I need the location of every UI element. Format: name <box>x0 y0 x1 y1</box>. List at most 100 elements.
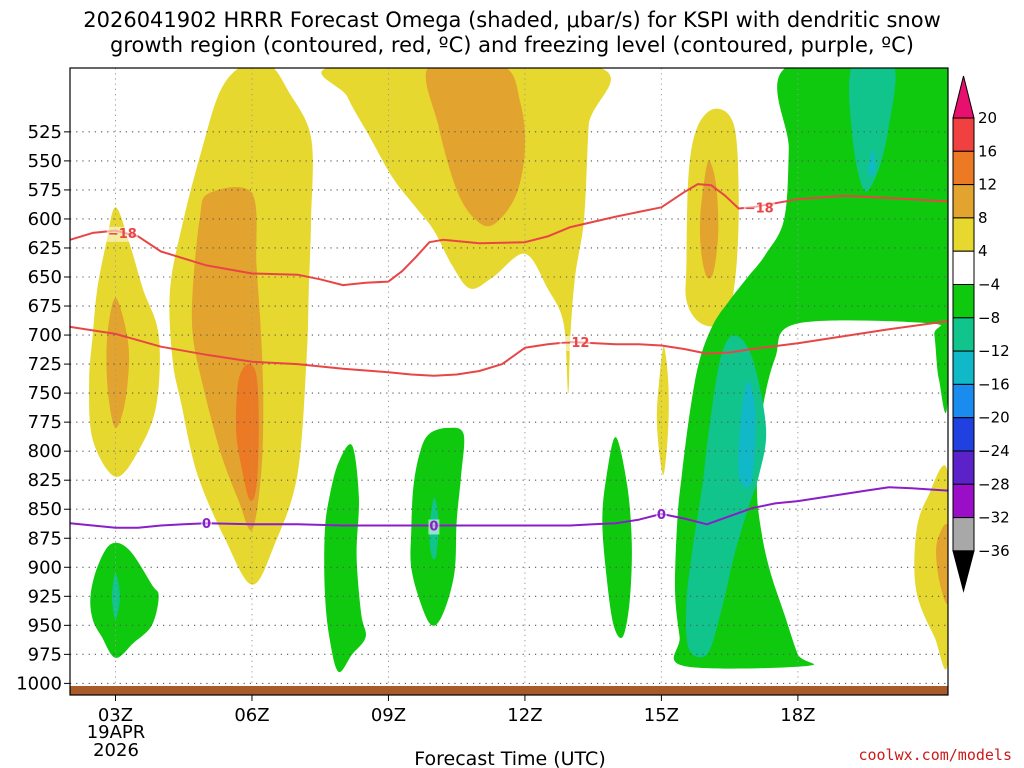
terrain-bar <box>70 686 948 695</box>
colorbar-arrow-top <box>952 75 975 119</box>
omega-region-up-06z-core <box>235 363 259 502</box>
y-tick-label-700: 700 <box>28 325 62 346</box>
colorbar-label-4: 4 <box>978 242 988 260</box>
colorbar-label-0: 20 <box>978 109 997 127</box>
colorbar-bin-12 <box>952 483 975 519</box>
colorbar-bin-7 <box>952 317 975 352</box>
contour-label-0: −18 <box>108 227 137 242</box>
colorbar-label-7: −12 <box>978 342 1010 360</box>
colorbar-label-10: −24 <box>978 442 1010 460</box>
y-tick-label-725: 725 <box>28 354 62 375</box>
contour-label-3: 0 <box>202 517 211 532</box>
colorbar-bin-4 <box>952 217 975 252</box>
contour-freezing-level-0 <box>70 486 948 529</box>
y-tick-label-575: 575 <box>28 180 62 201</box>
y-tick-label-825: 825 <box>28 470 62 491</box>
colorbar-label-8: −16 <box>978 375 1010 393</box>
omega-region-up-10z <box>321 68 611 394</box>
x-axis: 03Z 06Z 09Z 12Z 15Z 18Z <box>98 695 816 726</box>
colorbar-label-9: −20 <box>978 409 1010 427</box>
contour-label-bg-5 <box>655 507 667 523</box>
colorbar-label-2: 12 <box>978 176 997 194</box>
y-axis: 525 550 575 600 625 650 675 700 725 750 775 800 825 8… <box>16 122 70 694</box>
colorbar-bin-1 <box>952 117 975 152</box>
contour-isotherm-minus-18 <box>70 183 948 287</box>
omega-region-up-16z-core <box>699 160 719 279</box>
omega-region-down-19z-teal <box>849 68 896 192</box>
omega-region-down-08z <box>324 444 367 673</box>
chart-title-line2: growth region (contoured, red, ºC) and f… <box>110 33 914 57</box>
contour-layer: −18 −18 −12 0 0 0 <box>70 183 948 535</box>
contour-label-5: 0 <box>657 508 666 523</box>
colorbar-bin-9 <box>952 383 975 419</box>
y-tick-label-900: 900 <box>28 557 62 578</box>
omega-region-up-21z <box>914 465 948 670</box>
omega-region-down-03z <box>90 542 159 658</box>
y-tick-label-550: 550 <box>28 151 62 172</box>
credit-text: coolwx.com/models <box>858 746 1012 764</box>
colorbar-bin-11 <box>952 450 975 485</box>
colorbar-label-13: −36 <box>978 542 1010 560</box>
colorbar-bin-8 <box>952 350 975 385</box>
y-tick-label-675: 675 <box>28 296 62 317</box>
colorbar-label-1: 16 <box>978 142 997 160</box>
contour-label-bg-1 <box>743 201 775 217</box>
x-tick-label-03Z: 03Z <box>98 705 133 726</box>
y-tick-label-600: 600 <box>28 209 62 230</box>
x-tick-label-18Z: 18Z <box>780 705 815 726</box>
omega-region-up-10z-core <box>425 68 526 227</box>
chart-title-line1: 2026041902 HRRR Forecast Omega (shaded, … <box>83 8 941 32</box>
x-tick-label-12Z: 12Z <box>507 705 542 726</box>
y-tick-label-650: 650 <box>28 267 62 288</box>
x-tick-label-09Z: 09Z <box>371 705 406 726</box>
omega-region-up-03z-core <box>106 297 130 428</box>
x-axis-label: Forecast Time (UTC) <box>414 748 605 768</box>
colorbar-bin-3 <box>952 184 975 219</box>
omega-region-down-17z-cyan <box>738 381 756 488</box>
y-tick-label-1000: 1000 <box>16 673 62 694</box>
y-tick-label-850: 850 <box>28 499 62 520</box>
omega-region-down-14z <box>602 437 632 639</box>
contour-label-bg-2 <box>559 336 591 352</box>
colorbar-label-11: −28 <box>978 475 1010 493</box>
omega-region-up-21z-core <box>936 524 948 604</box>
contour-label-2: −12 <box>560 336 589 351</box>
grid-layer <box>70 68 948 695</box>
colorbar-label-12: −32 <box>978 509 1010 527</box>
omega-shading-layer <box>89 68 948 673</box>
plot-frame <box>69 67 949 696</box>
y-tick-label-800: 800 <box>28 441 62 462</box>
contour-label-bg-3 <box>200 517 213 533</box>
contour-label-4: 0 <box>429 519 438 534</box>
contour-label-bg-4 <box>428 519 440 535</box>
colorbar-bin-13 <box>952 517 975 552</box>
colorbar-bin-2 <box>952 150 975 186</box>
x-tick-label-06Z: 06Z <box>234 705 269 726</box>
y-tick-label-950: 950 <box>28 615 62 636</box>
colorbar-arrow-bottom <box>952 550 975 593</box>
x-tick-label-15Z: 15Z <box>644 705 679 726</box>
omega-region-down-03z-core <box>111 573 120 620</box>
y-tick-label-525: 525 <box>28 122 62 143</box>
y-tick-label-750: 750 <box>28 383 62 404</box>
contour-label-1: −18 <box>745 201 774 216</box>
y-tick-label-775: 775 <box>28 412 62 433</box>
colorbar-bin-6 <box>952 284 975 319</box>
y-tick-label-875: 875 <box>28 528 62 549</box>
omega-region-down-19z-cyan <box>868 149 876 176</box>
y-tick-label-925: 925 <box>28 586 62 607</box>
date-line2: 2026 <box>93 740 139 761</box>
omega-region-up-15z-sliver <box>656 346 669 475</box>
y-tick-label-625: 625 <box>28 238 62 259</box>
contour-label-bg-0 <box>106 226 138 242</box>
contour-isotherm-minus-12 <box>70 320 948 377</box>
colorbar-bin-10 <box>952 417 975 452</box>
colorbar-label-3: 8 <box>978 209 988 227</box>
colorbar-label-6: −8 <box>978 309 1000 327</box>
plot-area: −18 −18 −12 0 0 0 <box>69 67 949 696</box>
colorbar-label-5: −4 <box>978 276 1000 294</box>
y-tick-label-975: 975 <box>28 644 62 665</box>
date-line1: 19APR <box>87 722 146 743</box>
colorbar-bin-5 <box>952 250 975 285</box>
